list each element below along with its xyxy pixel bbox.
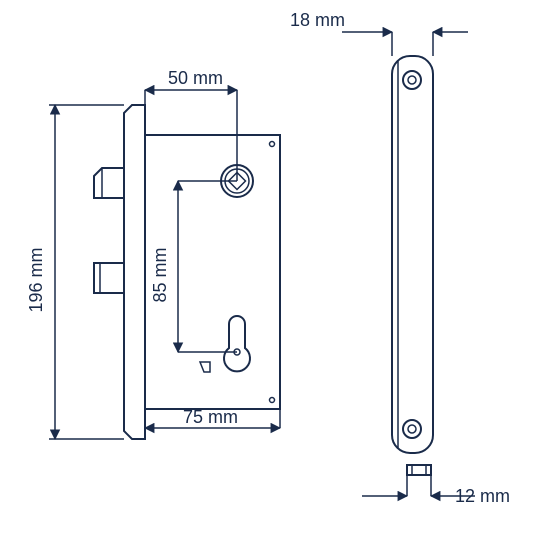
dim-196-label: 196 mm [26, 247, 46, 312]
dim-75-label: 75 mm [183, 407, 238, 427]
dim-85-label: 85 mm [150, 247, 170, 302]
dim-50-label: 50 mm [168, 68, 223, 88]
deadbolt [94, 263, 124, 293]
thickness-bar [407, 465, 431, 475]
dim-12-label: 12 mm [455, 486, 510, 506]
dim-18-label: 18 mm [290, 10, 345, 30]
latch [94, 168, 124, 198]
faceplate-front [124, 105, 145, 439]
